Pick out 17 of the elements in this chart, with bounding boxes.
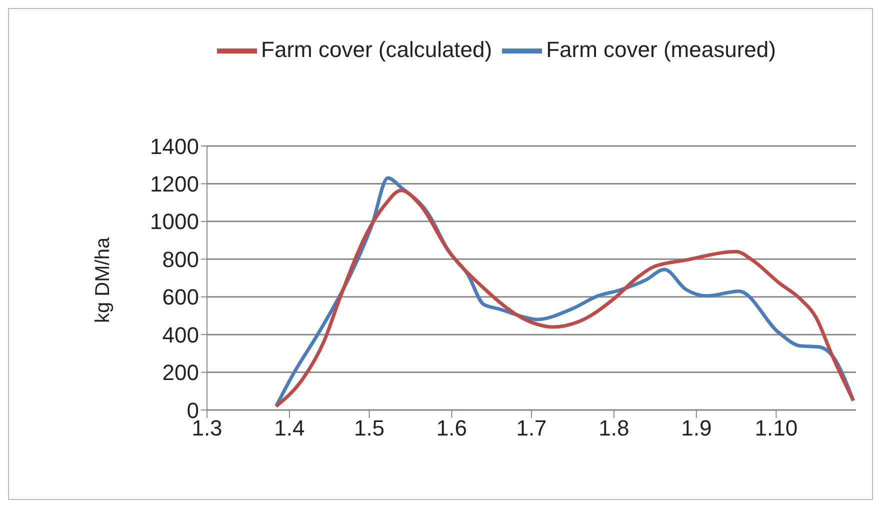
legend-label: Farm cover (calculated) — [261, 36, 492, 62]
y-tick-label: 400 — [162, 322, 199, 348]
y-tick-label: 1200 — [150, 172, 199, 197]
x-tick-label: 1.10 — [754, 416, 798, 441]
y-tick-label: 200 — [162, 360, 199, 386]
y-tick-label: 600 — [162, 284, 199, 310]
x-tick-label: 1.5 — [354, 416, 385, 441]
x-tick-label: 1.4 — [274, 416, 305, 441]
x-tick-label: 1.9 — [681, 416, 712, 441]
x-tick-label: 1.7 — [516, 416, 547, 441]
x-tick-label: 1.6 — [436, 416, 467, 441]
y-tick-label: 800 — [162, 246, 199, 272]
y-tick-label: 1000 — [150, 209, 199, 234]
y-axis-title: kg DM/ha — [92, 236, 114, 323]
y-tick-label: 1400 — [150, 134, 199, 159]
x-tick-label: 1.8 — [598, 416, 630, 441]
legend-label: Farm cover (measured) — [546, 36, 776, 62]
